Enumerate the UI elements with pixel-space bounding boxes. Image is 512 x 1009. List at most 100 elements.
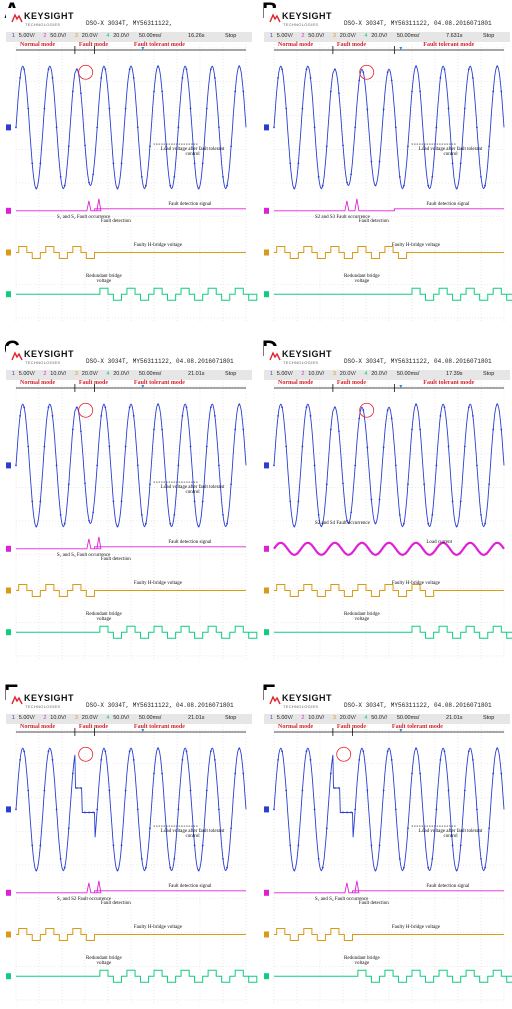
fault-highlight-circle <box>336 746 352 762</box>
sample-point <box>144 184 147 187</box>
channel-number[interactable]: 1 <box>11 33 15 39</box>
channel-number[interactable]: 3 <box>74 33 78 39</box>
channel-scale[interactable]: 20.0V/ <box>371 33 388 39</box>
channel-number[interactable]: 2 <box>301 371 305 377</box>
time-label[interactable]: 16.26s <box>188 33 205 39</box>
sample-point <box>484 522 486 525</box>
sample-point <box>153 772 155 775</box>
channel-scale[interactable]: 5.00V/ <box>18 371 35 377</box>
sample-point <box>47 750 50 753</box>
channel-number[interactable]: 1 <box>269 371 273 377</box>
run-state-label[interactable]: Stop <box>482 33 495 39</box>
load-voltage-trace <box>15 65 247 190</box>
faulty-bridge-label: Faulty H-bridge voltage <box>133 580 182 586</box>
channel-number[interactable]: 1 <box>11 371 15 377</box>
channel-number[interactable]: 3 <box>74 715 78 721</box>
channel-scale[interactable]: 20.0V/ <box>339 371 356 377</box>
channel-number[interactable]: 3 <box>74 371 78 377</box>
sample-point <box>480 513 482 516</box>
fault-mode-label: Fault mode <box>78 42 109 48</box>
channel-number[interactable]: 1 <box>269 33 273 39</box>
sample-point <box>463 107 466 110</box>
channel-number[interactable]: 2 <box>43 371 47 377</box>
timebase-label[interactable]: 50.00ms/ <box>138 371 162 377</box>
time-label[interactable]: 21.01s <box>188 371 205 377</box>
sample-point <box>386 750 389 753</box>
channel-number[interactable]: 2 <box>43 33 47 39</box>
run-state-label[interactable]: Stop <box>224 715 237 721</box>
channel-number[interactable]: 1 <box>11 715 15 721</box>
sample-point <box>35 187 38 190</box>
redundant-bridge-label: Redundant bridge voltage <box>344 956 380 967</box>
sample-point <box>51 415 54 417</box>
channel-number[interactable]: 2 <box>301 33 305 39</box>
brand-sub: TECHNOLOGIES <box>25 22 61 27</box>
sample-point <box>293 869 296 872</box>
redundant-bridge-label: Redundant bridge voltage <box>344 274 380 285</box>
channel-scale[interactable]: 20.0V/ <box>371 371 388 377</box>
time-label[interactable]: 17.39s <box>446 371 463 377</box>
sample-point <box>104 750 107 753</box>
sample-point <box>415 65 417 68</box>
run-state-label[interactable]: Stop <box>224 371 237 377</box>
sample-point <box>71 90 74 93</box>
timebase-label[interactable]: 50.00ms/ <box>396 715 420 721</box>
redundant-bridge-trace <box>16 969 258 983</box>
sample-point <box>423 827 426 830</box>
time-label[interactable]: 7.631s <box>446 33 463 39</box>
timebase-label[interactable]: 50.00ms/ <box>396 33 420 39</box>
sample-point <box>27 445 30 448</box>
sample-point <box>19 415 21 417</box>
channel-number[interactable]: 4 <box>364 715 368 721</box>
channel-scale[interactable]: 10.0V/ <box>308 715 325 721</box>
timebase-label[interactable]: 50.00ms/ <box>138 715 162 721</box>
channel-number[interactable]: 4 <box>106 715 110 721</box>
channel-number[interactable]: 1 <box>269 715 273 721</box>
channel-scale[interactable]: 20.0V/ <box>113 371 130 377</box>
sample-point <box>128 68 131 71</box>
sample-point <box>382 446 385 449</box>
channel-scale[interactable]: 20.0V/ <box>81 715 98 721</box>
channel2-label: Load current <box>426 539 453 545</box>
channel-scale[interactable]: 50.0V/ <box>371 715 388 721</box>
sample-point <box>407 483 409 486</box>
channel-number[interactable]: 4 <box>364 371 368 377</box>
sample-point <box>358 79 361 82</box>
channel-number[interactable]: 3 <box>332 371 336 377</box>
time-label[interactable]: 21.01s <box>188 715 205 721</box>
sample-point <box>185 750 188 753</box>
timebase-label[interactable]: 50.00ms/ <box>138 33 162 39</box>
sample-point <box>342 144 344 147</box>
channel-scale[interactable]: 20.0V/ <box>113 33 130 39</box>
channel-scale[interactable]: 5.00V/ <box>18 33 35 39</box>
channel-number[interactable]: 3 <box>332 33 336 39</box>
channel-number[interactable]: 2 <box>301 715 305 721</box>
channel-scale[interactable]: 5.00V/ <box>276 371 293 377</box>
channel2-label: Fault detection signal <box>168 539 212 545</box>
channel-scale[interactable]: 20.0V/ <box>339 715 356 721</box>
channel-number[interactable]: 2 <box>43 715 47 721</box>
channel-number[interactable]: 4 <box>106 371 110 377</box>
time-label[interactable]: 21.01s <box>446 715 463 721</box>
channel-scale[interactable]: 10.0V/ <box>50 371 67 377</box>
channel-scale[interactable]: 20.0V/ <box>339 33 356 39</box>
channel-scale[interactable]: 5.00V/ <box>18 715 35 721</box>
run-state-label[interactable]: Stop <box>482 371 495 377</box>
run-state-label[interactable]: Stop <box>224 33 237 39</box>
run-state-label[interactable]: Stop <box>482 715 495 721</box>
channel-scale[interactable]: 50.0V/ <box>50 33 67 39</box>
channel-scale[interactable]: 50.0V/ <box>308 33 325 39</box>
channel-number[interactable]: 4 <box>106 33 110 39</box>
channel-scale[interactable]: 50.0V/ <box>113 715 130 721</box>
channel-number[interactable]: 3 <box>332 715 336 721</box>
timebase-label[interactable]: 50.00ms/ <box>396 371 420 377</box>
channel-scale[interactable]: 10.0V/ <box>308 371 325 377</box>
scope-screen: KEYSIGHT TECHNOLOGIES DSO-X 3034T, MY56311… <box>264 690 512 1006</box>
redundant-bridge-label: Redundant bridge voltage <box>86 274 122 285</box>
channel-scale[interactable]: 5.00V/ <box>276 33 293 39</box>
channel-scale[interactable]: 20.0V/ <box>81 33 98 39</box>
channel-scale[interactable]: 20.0V/ <box>81 371 98 377</box>
channel-number[interactable]: 4 <box>364 33 368 39</box>
channel-scale[interactable]: 5.00V/ <box>276 715 293 721</box>
channel-scale[interactable]: 10.0V/ <box>50 715 67 721</box>
